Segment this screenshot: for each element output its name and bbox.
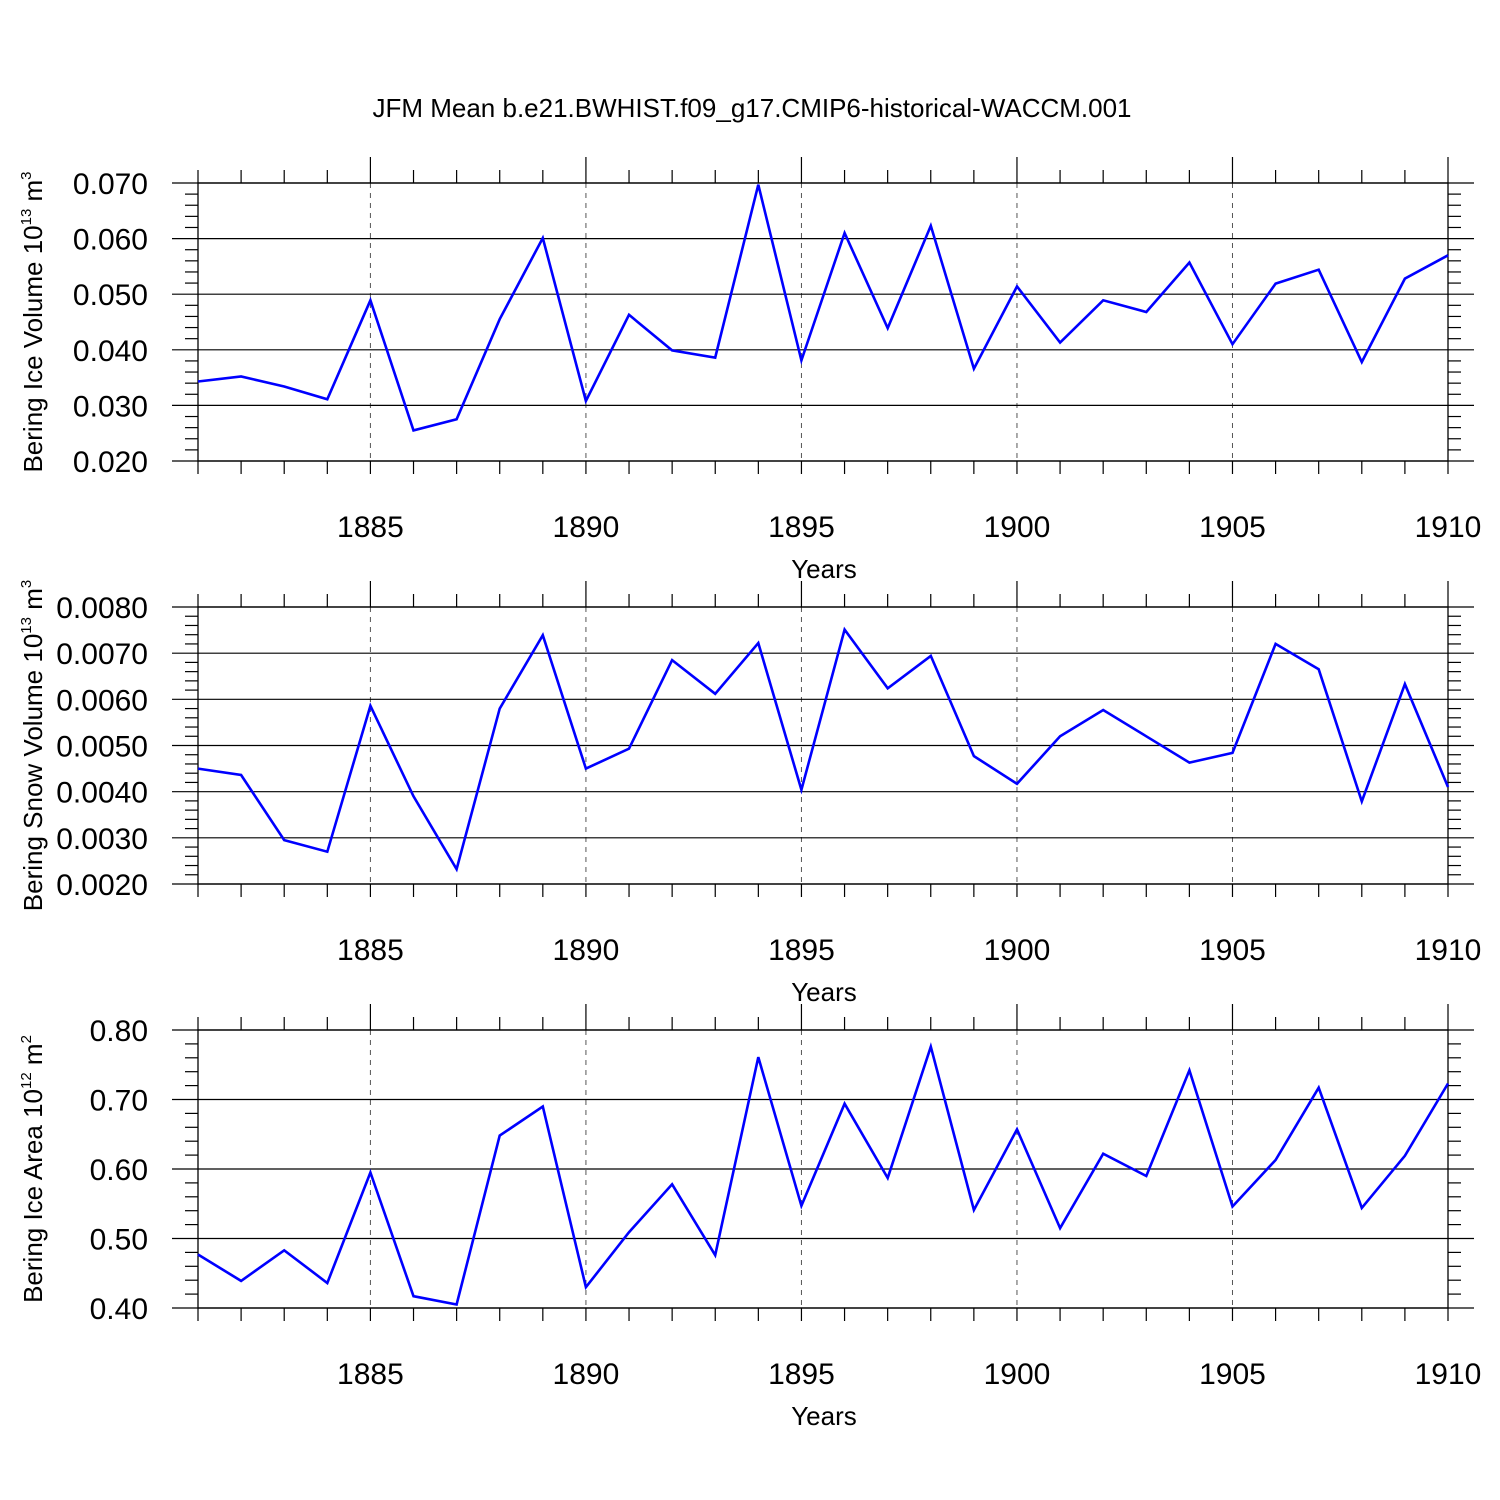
y-tick-label: 0.50 — [90, 1224, 148, 1257]
chart-title: JFM Mean b.e21.BWHIST.f09_g17.CMIP6-hist… — [372, 93, 1131, 123]
y-tick-label: 0.040 — [73, 335, 148, 368]
y-tick-label: 0.020 — [73, 446, 148, 479]
x-tick-label: 1905 — [1199, 934, 1266, 967]
y-axis-label-unit: m — [18, 1043, 48, 1072]
y-tick-label: 0.070 — [73, 168, 148, 201]
y-tick-label: 0.0020 — [56, 869, 148, 902]
plot-frame — [197, 182, 1449, 462]
y-tick-label: 0.030 — [73, 390, 148, 423]
y-axis-label-exponent: 13 — [18, 209, 35, 226]
x-tick-label: 1910 — [1415, 934, 1482, 967]
x-tick-label: 1890 — [553, 934, 620, 967]
y-tick-label: 0.40 — [90, 1293, 148, 1326]
x-tick-label: 1900 — [984, 934, 1051, 967]
x-tick-label: 1890 — [553, 1358, 620, 1391]
y-axis-label: Bering Snow Volume 1013 m3 — [18, 580, 48, 911]
x-axis-label: Years — [791, 977, 857, 1007]
y-axis-label-unit-exponent: 3 — [18, 580, 35, 588]
y-tick-label: 0.60 — [90, 1154, 148, 1187]
y-tick-label: 0.0080 — [56, 592, 148, 625]
y-axis-label-unit: m — [18, 180, 48, 209]
x-tick-label: 1900 — [984, 1358, 1051, 1391]
panel-ice-volume: 0.020 0.030 0.040 0.050 0.060 0.070 1885 1890 18… — [18, 157, 1481, 584]
y-tick-label: 0.70 — [90, 1085, 148, 1118]
y-axis-label-exponent: 12 — [18, 1072, 35, 1089]
x-tick-label: 1885 — [337, 934, 404, 967]
panel-ice-area: 0.40 0.50 0.60 0.70 0.80 1885 1890 1895 1900 1905… — [18, 1004, 1481, 1431]
y-tick-label: 0.80 — [90, 1015, 148, 1048]
y-axis-label: Bering Ice Area 1012 m2 — [18, 1035, 48, 1303]
x-tick-label: 1905 — [1199, 511, 1266, 544]
y-tick-label: 0.0040 — [56, 777, 148, 810]
series-line-snow-volume — [197, 626, 1450, 873]
series-line-ice-volume — [197, 184, 1449, 432]
y-axis-label-unit-exponent: 3 — [18, 171, 35, 179]
y-axis-label: Bering Ice Volume 1013 m3 — [18, 171, 48, 472]
plot-frame — [197, 606, 1449, 885]
y-tick-label: 0.060 — [73, 224, 148, 257]
x-tick-label: 1895 — [768, 934, 835, 967]
x-tick-label: 1910 — [1415, 1358, 1482, 1391]
y-tick-label: 0.0050 — [56, 731, 148, 764]
x-tick-label: 1895 — [768, 1358, 835, 1391]
y-axis-label-exponent: 13 — [18, 617, 35, 634]
x-tick-label: 1890 — [553, 511, 620, 544]
plot-frame — [197, 1029, 1449, 1309]
series-line-ice-area — [197, 1042, 1450, 1307]
y-tick-label: 0.0030 — [56, 823, 148, 856]
panel-snow-volume: 0.0020 0.0030 0.0040 0.0050 0.0060 0.0070 0.00… — [18, 580, 1481, 1007]
y-tick-label: 0.050 — [73, 279, 148, 312]
y-axis-label-text: Bering Ice Area 10 — [18, 1089, 48, 1303]
x-tick-label: 1895 — [768, 511, 835, 544]
x-tick-label: 1910 — [1415, 511, 1482, 544]
panels: 0.020 0.030 0.040 0.050 0.060 0.070 1885 1890 18… — [18, 157, 1481, 1431]
y-axis-label-unit-exponent: 2 — [18, 1035, 35, 1043]
x-tick-label: 1885 — [337, 1358, 404, 1391]
x-tick-label: 1885 — [337, 511, 404, 544]
y-tick-label: 0.0060 — [56, 684, 148, 717]
x-axis-label: Years — [791, 554, 857, 584]
x-tick-label: 1905 — [1199, 1358, 1266, 1391]
y-axis-label-text: Bering Snow Volume 10 — [18, 634, 48, 912]
y-axis-label-unit: m — [18, 588, 48, 617]
y-tick-label: 0.0070 — [56, 638, 148, 671]
y-axis-label-text: Bering Ice Volume 10 — [18, 225, 48, 472]
x-tick-label: 1900 — [984, 511, 1051, 544]
x-axis-label: Years — [791, 1401, 857, 1431]
